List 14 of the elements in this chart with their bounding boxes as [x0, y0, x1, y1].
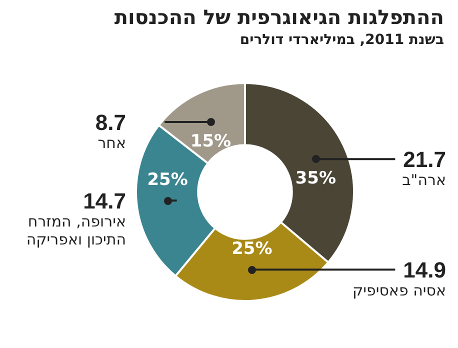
data-label: 8.7 — [95, 110, 126, 136]
data-label: 21.7 — [403, 147, 446, 172]
data-label: 14.7 — [83, 188, 126, 214]
text: 35% — [295, 168, 336, 189]
chart-title: ההתפלגות הגיאוגרפית של ההכנסות — [113, 4, 444, 30]
slice-label: אחר — [98, 134, 126, 152]
slice-label: אסיה פאסיפיק — [352, 282, 446, 300]
chart-subtitle: בשנת 2011, במיליארדי דולרים — [238, 31, 444, 50]
text: 25% — [232, 239, 272, 260]
text: 25% — [147, 170, 188, 190]
slice-label: אירופה, המזרח התיכון ואפריקה — [26, 212, 126, 249]
data-label: 14.9 — [403, 258, 446, 283]
text: 15% — [190, 131, 232, 152]
slice-label: ארה"ב — [402, 171, 446, 190]
